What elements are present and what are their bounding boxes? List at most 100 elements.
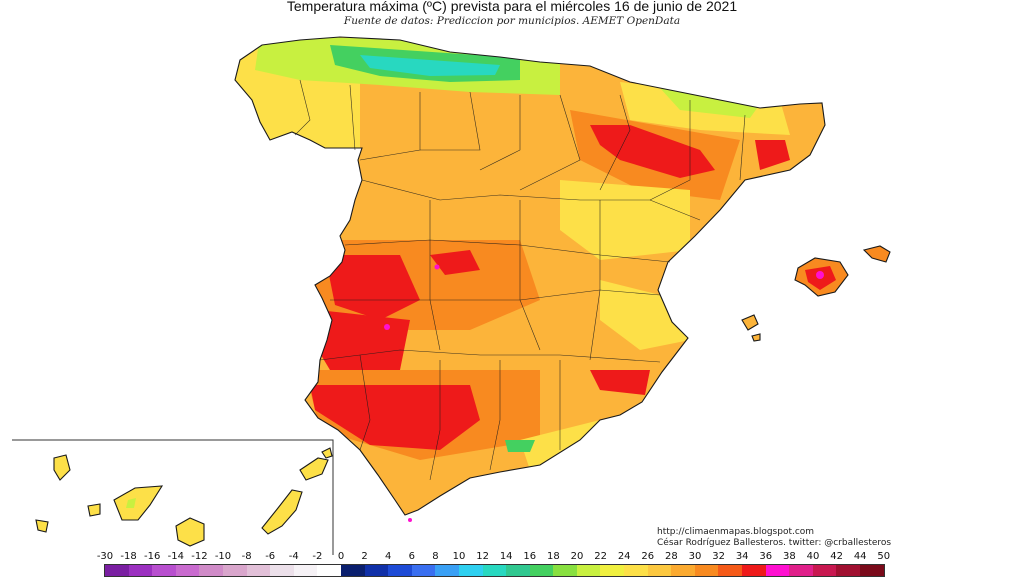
legend-swatch: [388, 565, 412, 576]
legend-swatch: [152, 565, 176, 576]
legend-swatch: [836, 565, 860, 576]
credits-blog-link[interactable]: http://climaenmapas.blogspot.com: [657, 527, 815, 537]
legend-tick-label: -16: [144, 551, 161, 562]
province-borders: [294, 79, 746, 481]
legend-swatch: [270, 565, 294, 576]
zone-extreme-spot-2: [434, 264, 440, 270]
color-legend: -30 -18 -16 -14 -12 -10 -8 -6 -4 -2 0 2 4 6 8 10 12 14 16 1…: [96, 551, 916, 577]
alboran-spot: [408, 518, 412, 522]
legend-tick-label: -10: [214, 551, 232, 562]
legend-ticks: -30 -18 -16 -14 -12 -10 -8 -6 -4 -2 0 2 4 6 8 10 12 14 16 1…: [96, 551, 916, 563]
map-subtitle: Fuente de datos: Prediccion por municipi…: [343, 15, 681, 27]
legend-swatch: [765, 565, 790, 576]
legend-swatch: [860, 565, 884, 576]
legend-tick-label: -30: [96, 551, 114, 562]
legend-tick-label: 4: [385, 551, 392, 562]
legend-swatch: [293, 565, 318, 576]
legend-tick-label: 28: [665, 551, 678, 562]
legend-swatch: [411, 565, 436, 576]
legend-tick-label: 26: [641, 551, 655, 562]
legend-swatch: [576, 565, 601, 576]
legend-swatch: [222, 565, 247, 576]
legend-tick-label: 10: [452, 551, 466, 562]
legend-tick-label: 44: [853, 551, 867, 562]
zone-sierra-nevada-cold: [505, 440, 535, 452]
legend-tick-label: 20: [570, 551, 584, 562]
mallorca-extreme: [816, 271, 824, 279]
legend-tick-label: -14: [167, 551, 184, 562]
lanzarote: [299, 457, 329, 481]
legend-swatch: [789, 565, 813, 576]
legend-swatch: [128, 565, 153, 576]
map-credits: http://climaenmapas.blogspot.com César R…: [657, 527, 891, 549]
legend-tick-label: 50: [877, 551, 891, 562]
legend-swatch: [105, 565, 129, 576]
legend-tick-label: 12: [476, 551, 489, 562]
menorca: [862, 245, 891, 263]
zone-catalonia-hot: [755, 140, 790, 170]
legend-swatch: [199, 565, 223, 576]
zone-guadalquivir-hot: [310, 385, 480, 450]
zone-tajo-hot: [430, 250, 480, 275]
legend-swatch: [742, 565, 766, 576]
legend-swatch: [435, 565, 459, 576]
legend-swatch: [600, 565, 625, 576]
lanzarote-north: [321, 447, 333, 459]
legend-tick-label: 30: [688, 551, 702, 562]
zone-ebro-hot: [590, 125, 715, 178]
legend-tick-label: 38: [783, 551, 796, 562]
map-title: Temperatura máxima (ºC) prevista para el…: [286, 0, 738, 14]
legend-tick-label: -8: [241, 551, 252, 562]
legend-swatch: [317, 565, 341, 576]
legend-tick-label: 2: [361, 551, 368, 562]
legend-swatch: [624, 565, 648, 576]
formentera: [751, 333, 761, 342]
zone-murcia-hot: [590, 370, 650, 395]
la-palma: [35, 519, 49, 533]
legend-tick-label: 24: [617, 551, 631, 562]
gran-canaria: [175, 517, 205, 547]
legend-swatch: [812, 565, 837, 576]
legend-swatch: [458, 565, 483, 576]
canary-inset: [12, 439, 334, 555]
el-hierro: [87, 503, 101, 517]
legend-swatch: [364, 565, 389, 576]
tenerife: [113, 485, 164, 521]
fuerteventura: [261, 489, 303, 535]
zone-pyrenees-cold: [660, 88, 760, 118]
legend-tick-label: -6: [265, 551, 276, 562]
peninsula-outline: [234, 36, 826, 516]
legend-tick-label: -4: [288, 551, 299, 562]
legend-tick-label: 16: [523, 551, 537, 562]
tenerife-peak: [126, 498, 136, 508]
legend-swatch: [506, 565, 530, 576]
la-gomera: [53, 454, 71, 481]
legend-tick-label: 40: [806, 551, 820, 562]
legend-swatch: [340, 565, 365, 576]
legend-tick-label: -18: [120, 551, 137, 562]
legend-tick-label: -12: [191, 551, 208, 562]
legend-tick-label: 32: [712, 551, 725, 562]
legend-tick-label: 22: [594, 551, 607, 562]
legend-bar: [104, 564, 885, 577]
legend-swatch: [482, 565, 507, 576]
legend-swatch: [553, 565, 577, 576]
legend-swatch: [647, 565, 672, 576]
legend-swatch: [671, 565, 695, 576]
legend-swatch: [694, 565, 719, 576]
legend-tick-label: 36: [759, 551, 773, 562]
balearic-islands: [741, 245, 891, 342]
legend-tick-label: 42: [830, 551, 843, 562]
ibiza: [741, 314, 759, 331]
legend-tick-label: 8: [432, 551, 439, 562]
legend-swatch: [529, 565, 554, 576]
legend-tick-label: 0: [337, 551, 345, 562]
legend-swatch: [175, 565, 200, 576]
zone-extremadura-hot: [325, 255, 420, 320]
legend-tick-label: 18: [547, 551, 560, 562]
peninsula: [234, 36, 826, 516]
zone-extreme-spot-1: [384, 324, 390, 330]
inset-frame: [12, 439, 334, 555]
legend-tick-label: 34: [735, 551, 749, 562]
